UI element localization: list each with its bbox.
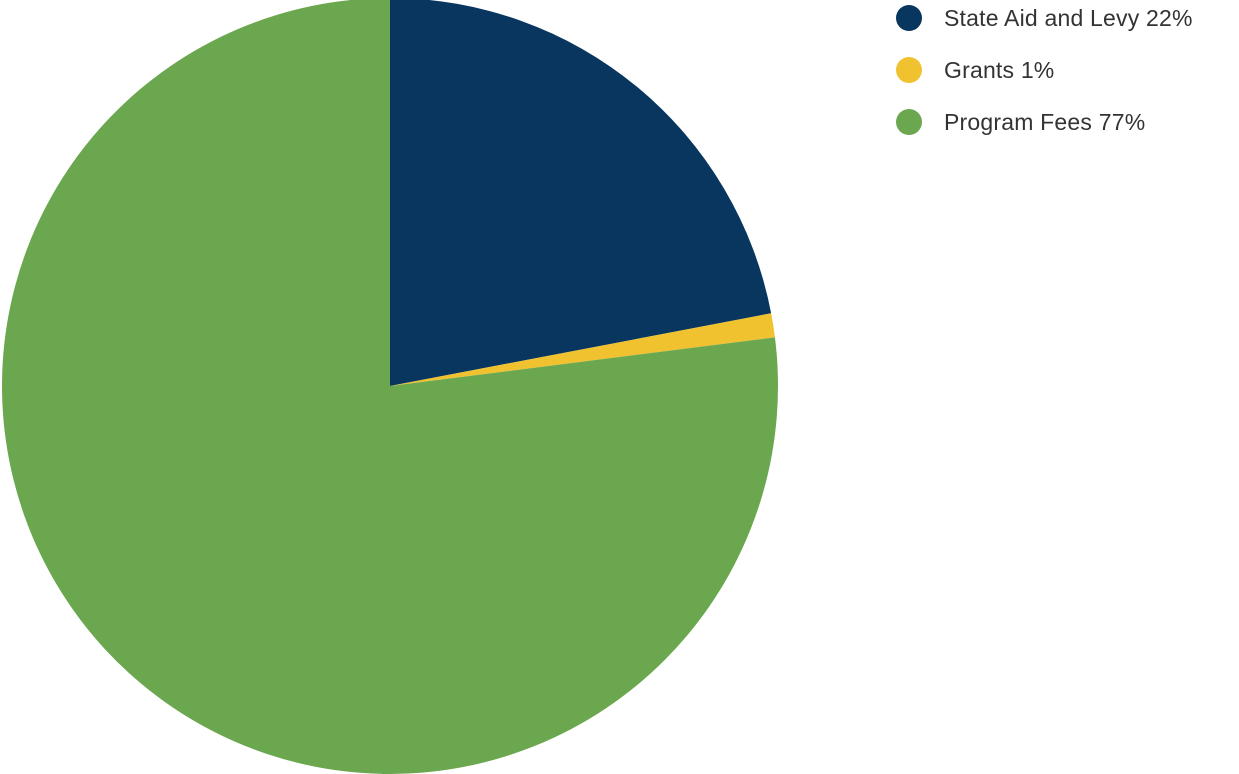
pie-slice-state-aid-and-levy[interactable] — [390, 0, 772, 386]
legend-label-grants: Grants 1% — [944, 56, 1055, 83]
legend-label-program-fees: Program Fees 77% — [944, 108, 1146, 135]
pie-slice-grants[interactable] — [390, 313, 775, 386]
pie-slice-program-fees[interactable] — [2, 0, 778, 774]
legend-swatch-program-fees — [896, 109, 922, 135]
legend-swatch-grants — [896, 57, 922, 83]
legend-label-state-aid-and-levy: State Aid and Levy 22% — [944, 4, 1193, 31]
legend-item-grants[interactable]: Grants 1% — [896, 56, 1193, 84]
legend-item-program-fees[interactable]: Program Fees 77% — [896, 108, 1193, 136]
legend-swatch-state-aid-and-levy — [896, 5, 922, 31]
legend-item-state-aid-and-levy[interactable]: State Aid and Levy 22% — [896, 4, 1193, 32]
legend: State Aid and Levy 22% Grants 1% Program… — [896, 0, 1193, 160]
